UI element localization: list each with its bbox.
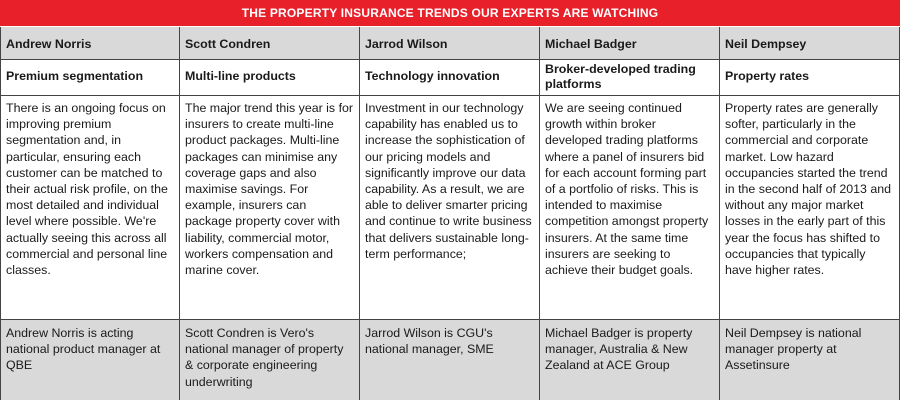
expert-name: Scott Condren — [180, 27, 360, 60]
expert-bio: Michael Badger is property manager, Aust… — [540, 320, 720, 400]
table-title: THE PROPERTY INSURANCE TRENDS OUR EXPERT… — [241, 6, 659, 20]
trend-description: The major trend this year is for insurer… — [180, 96, 360, 320]
trend-description: There is an ongoing focus on improving p… — [0, 96, 180, 320]
trend-description: We are seeing continued growth within br… — [540, 96, 720, 320]
trend-topic: Broker-developed trading platforms — [540, 60, 720, 96]
trend-description: Property rates are generally softer, par… — [720, 96, 900, 320]
trend-topic: Property rates — [720, 60, 900, 96]
trend-description: Investment in our technology capability … — [360, 96, 540, 320]
expert-name: Jarrod Wilson — [360, 27, 540, 60]
experts-table: Andrew Norris Scott Condren Jarrod Wilso… — [0, 27, 900, 400]
trend-topic: Premium segmentation — [0, 60, 180, 96]
expert-name: Andrew Norris — [0, 27, 180, 60]
table-title-banner: THE PROPERTY INSURANCE TRENDS OUR EXPERT… — [0, 0, 900, 26]
expert-name: Michael Badger — [540, 27, 720, 60]
expert-bio: Jarrod Wilson is CGU's national manager,… — [360, 320, 540, 400]
trend-topic: Multi-line products — [180, 60, 360, 96]
expert-bio: Neil Dempsey is national manager propert… — [720, 320, 900, 400]
expert-name: Neil Dempsey — [720, 27, 900, 60]
expert-bio: Scott Condren is Vero's national manager… — [180, 320, 360, 400]
trend-topic: Technology innovation — [360, 60, 540, 96]
expert-bio: Andrew Norris is acting national product… — [0, 320, 180, 400]
